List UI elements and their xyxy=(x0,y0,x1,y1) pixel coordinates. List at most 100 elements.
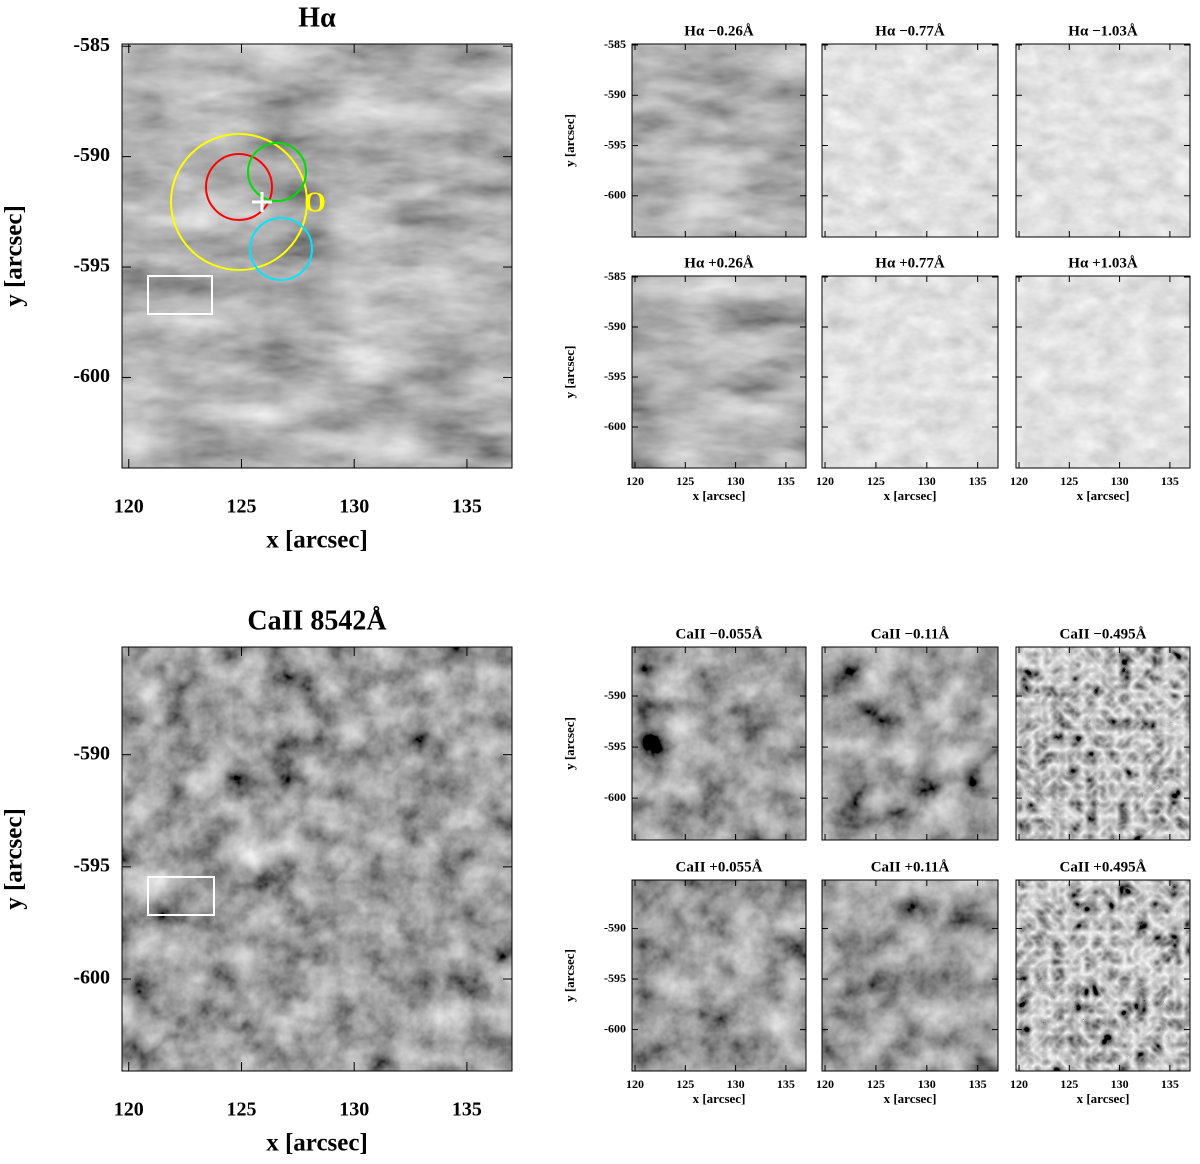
region-box xyxy=(147,275,213,315)
image xyxy=(1016,880,1190,1071)
y-tick-label: -595 xyxy=(604,971,626,985)
x-tick-label: 135 xyxy=(777,474,795,488)
panel-title: CaII +0.11Å xyxy=(871,859,950,875)
y-tick-label: -595 xyxy=(73,255,110,277)
x-tick-label: 135 xyxy=(777,1077,795,1091)
x-tick-label: 125 xyxy=(226,1099,256,1121)
y-tick-label: -595 xyxy=(604,369,626,383)
panel-title: Hα +0.77Å xyxy=(875,255,945,271)
y-tick-label: -590 xyxy=(604,920,626,934)
y-tick-label: -585 xyxy=(604,37,626,51)
x-tick-label: 120 xyxy=(626,474,644,488)
x-tick-label: 135 xyxy=(1161,474,1179,488)
x-tick-label: 135 xyxy=(969,1077,987,1091)
image xyxy=(122,647,512,1071)
y-axis-label: y [arcsec] xyxy=(1,205,28,307)
x-tick-label: 120 xyxy=(114,1099,144,1121)
y-tick-label: -600 xyxy=(604,790,626,804)
y-tick-label: -590 xyxy=(73,144,110,166)
x-tick-label: 135 xyxy=(452,496,482,518)
x-tick-label: 135 xyxy=(452,1099,482,1121)
x-axis-label: x [arcsec] xyxy=(1077,488,1130,503)
panel-title: Hα xyxy=(298,2,336,33)
x-tick-label: 125 xyxy=(676,474,694,488)
frame xyxy=(1015,879,1191,1072)
frame xyxy=(821,275,999,469)
image xyxy=(822,647,998,840)
x-tick-label: 130 xyxy=(727,474,745,488)
y-tick-label: -590 xyxy=(73,742,110,764)
image xyxy=(1016,44,1190,237)
x-tick-label: 120 xyxy=(626,1077,644,1091)
y-axis-label: y [arcsec] xyxy=(562,717,577,770)
y-tick-label: -590 xyxy=(604,688,626,702)
y-tick-label: -595 xyxy=(73,854,110,876)
panel-title: CaII −0.055Å xyxy=(676,626,763,642)
x-tick-label: 120 xyxy=(816,474,834,488)
x-tick-label: 125 xyxy=(226,496,256,518)
x-axis-label: x [arcsec] xyxy=(884,488,937,503)
region-circle xyxy=(249,217,313,281)
y-tick-label: -600 xyxy=(73,365,110,387)
panel-title: CaII 8542Å xyxy=(247,605,387,636)
x-tick-label: 125 xyxy=(867,1077,885,1091)
x-tick-label: 130 xyxy=(918,474,936,488)
x-tick-label: 125 xyxy=(676,1077,694,1091)
y-tick-label: -595 xyxy=(604,137,626,151)
frame xyxy=(1015,646,1191,841)
region-circle xyxy=(205,153,273,221)
x-axis-label: x [arcsec] xyxy=(884,1091,937,1106)
panel-title: CaII −0.495Å xyxy=(1060,626,1147,642)
x-axis-label: x [arcsec] xyxy=(693,1091,746,1106)
y-tick-label: -590 xyxy=(604,87,626,101)
image xyxy=(632,880,806,1071)
region-circle xyxy=(247,142,307,202)
image xyxy=(822,44,998,237)
panel-title: Hα −1.03Å xyxy=(1068,23,1138,39)
x-tick-label: 130 xyxy=(1111,1077,1129,1091)
y-axis-label: y [arcsec] xyxy=(562,346,577,399)
x-axis-label: x [arcsec] xyxy=(1077,1091,1130,1106)
frame xyxy=(821,646,999,841)
y-axis-label: y [arcsec] xyxy=(1,808,28,910)
panel-title: CaII +0.495Å xyxy=(1060,859,1147,875)
x-tick-label: 120 xyxy=(1010,1077,1028,1091)
panel-title: Hα +1.03Å xyxy=(1068,255,1138,271)
panel-title: Hα −0.26Å xyxy=(684,23,754,39)
image xyxy=(632,44,806,237)
annotation: O xyxy=(304,187,326,218)
x-tick-label: 120 xyxy=(816,1077,834,1091)
frame xyxy=(1015,43,1191,238)
image xyxy=(122,44,512,468)
panel-title: Hα −0.77Å xyxy=(875,23,945,39)
y-tick-label: -585 xyxy=(73,34,110,56)
cross-marker xyxy=(252,192,272,212)
frame xyxy=(821,879,999,1072)
image xyxy=(632,647,806,840)
image xyxy=(822,880,998,1071)
image xyxy=(632,276,806,468)
y-tick-label: -590 xyxy=(604,319,626,333)
region-circle xyxy=(170,133,308,271)
y-tick-label: -600 xyxy=(73,967,110,989)
x-tick-label: 130 xyxy=(727,1077,745,1091)
frame xyxy=(631,646,807,841)
x-tick-label: 130 xyxy=(339,1099,369,1121)
y-tick-label: -585 xyxy=(604,269,626,283)
x-tick-label: 125 xyxy=(1060,474,1078,488)
panel-title: CaII −0.11Å xyxy=(871,626,950,642)
x-tick-label: 130 xyxy=(339,496,369,518)
y-tick-label: -600 xyxy=(604,1021,626,1035)
frame xyxy=(121,43,513,469)
frame xyxy=(631,275,807,469)
x-tick-label: 130 xyxy=(918,1077,936,1091)
y-tick-label: -600 xyxy=(604,419,626,433)
x-tick-label: 135 xyxy=(1161,1077,1179,1091)
y-axis-label: y [arcsec] xyxy=(562,114,577,167)
panel-title: CaII +0.055Å xyxy=(676,859,763,875)
image xyxy=(1016,647,1190,840)
x-axis-label: x [arcsec] xyxy=(266,1130,368,1157)
frame xyxy=(821,43,999,238)
panel-title: Hα +0.26Å xyxy=(684,255,754,271)
